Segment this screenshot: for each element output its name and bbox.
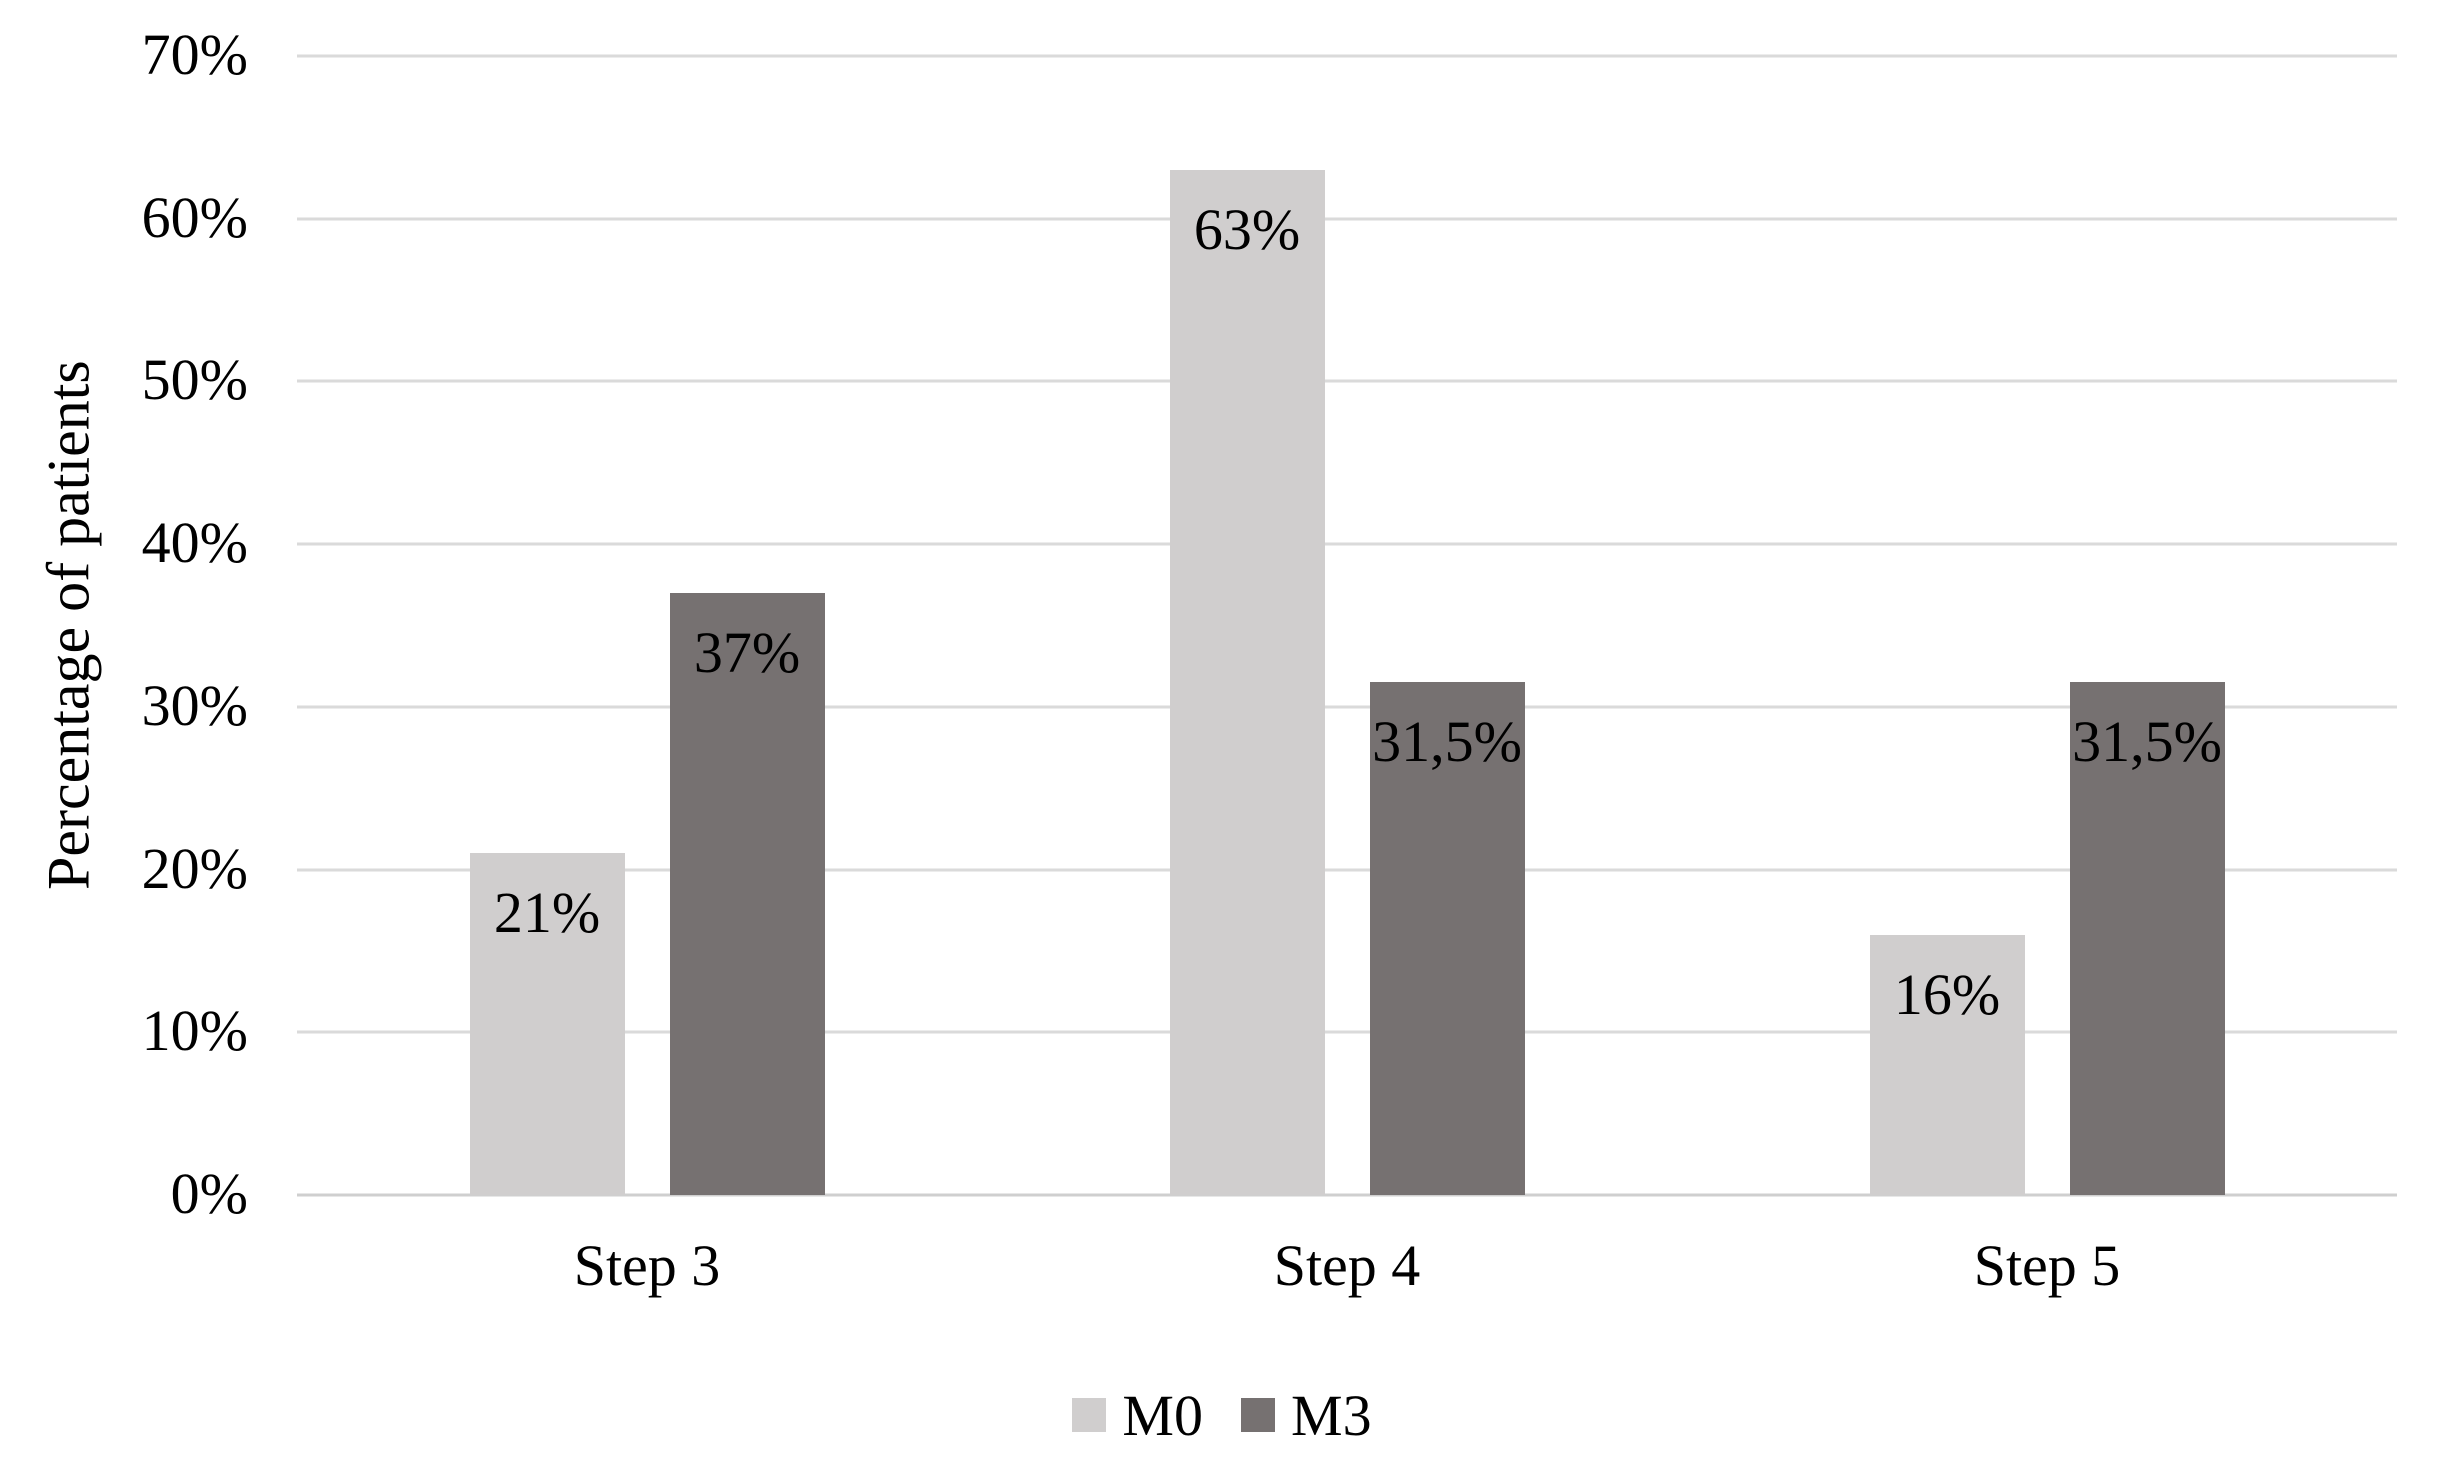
legend-item-m3: M3 [1241, 1382, 1372, 1449]
legend-swatch-m0 [1072, 1398, 1107, 1432]
bar-value-label: 63% [1193, 196, 1301, 262]
bar-value-label: 37% [693, 619, 801, 685]
y-tick-label: 10% [141, 998, 248, 1064]
legend-label: M3 [1291, 1382, 1372, 1448]
legend: M0 M3 [0, 1380, 2444, 1450]
x-axis-line [297, 1193, 2397, 1197]
y-tick-label: 70% [141, 21, 248, 87]
y-gridline [297, 379, 2397, 383]
bar-m0-step-4: 63% [1169, 169, 1325, 1195]
y-axis-ticks: 0% 10% 20% 30% 40% 50% 60% 70% [0, 25, 248, 1222]
x-category-label: Step 3 [573, 1233, 721, 1298]
x-axis-labels: Step 3 Step 4 Step 5 [297, 1237, 2397, 1317]
y-tick-label: 30% [141, 672, 248, 738]
legend-swatch-m3 [1241, 1398, 1275, 1432]
y-tick-label: 20% [141, 835, 248, 901]
y-gridline [297, 54, 2397, 58]
y-tick-label: 0% [170, 1160, 248, 1226]
y-tick-label: 60% [141, 184, 248, 250]
bar-m3-step-3: 37% [669, 592, 825, 1195]
bar-m0-step-5: 16% [1869, 934, 2025, 1195]
y-tick-label: 40% [141, 509, 248, 575]
y-gridline [297, 868, 2397, 872]
bar-m3-step-5: 31,5% [2069, 682, 2225, 1195]
bar-m3-step-4: 31,5% [1369, 682, 1525, 1195]
x-category-label: Step 5 [1973, 1233, 2121, 1298]
bar-m0-step-3: 21% [469, 853, 625, 1195]
legend-item-m0: M0 [1072, 1382, 1203, 1449]
x-category-label: Step 4 [1273, 1233, 1421, 1298]
plot-area: 21% 37% 63% 31,5% 16% 31,5% [297, 54, 2397, 1197]
legend-label: M0 [1122, 1382, 1203, 1448]
bar-value-label: 31,5% [1372, 709, 1522, 775]
y-gridline [297, 705, 2397, 709]
bar-value-label: 16% [1893, 961, 2001, 1027]
bar-value-label: 31,5% [2072, 709, 2222, 775]
y-gridline [297, 217, 2397, 221]
bar-value-label: 21% [493, 880, 601, 946]
y-gridline [297, 542, 2397, 546]
y-gridline [297, 1030, 2397, 1034]
y-tick-label: 50% [141, 347, 248, 413]
